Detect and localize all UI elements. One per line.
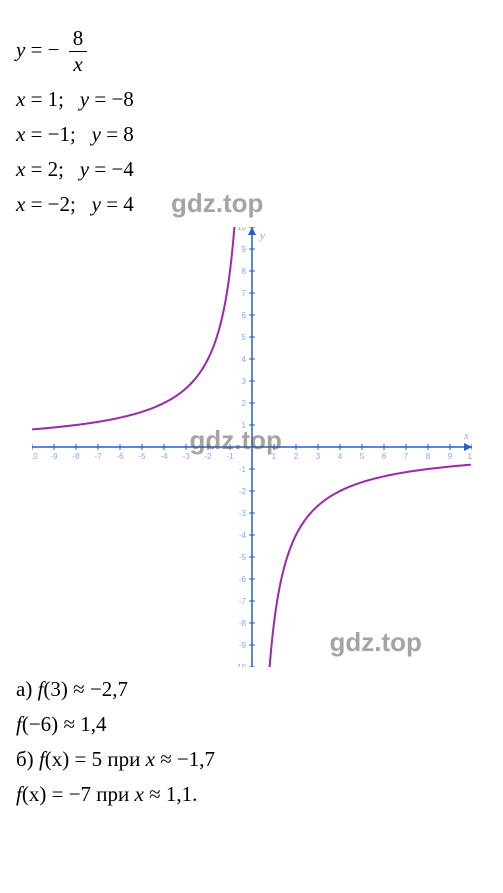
svg-text:-3: -3 bbox=[238, 509, 246, 518]
svg-text:-2: -2 bbox=[238, 487, 246, 496]
svg-text:-1: -1 bbox=[226, 452, 234, 461]
svg-text:3: 3 bbox=[315, 452, 320, 461]
pt1-yval: −8 bbox=[111, 87, 133, 111]
svg-text:-10: -10 bbox=[32, 452, 38, 461]
point-line-2: x = −1; y = 8 bbox=[16, 122, 487, 147]
svg-text:8: 8 bbox=[425, 452, 430, 461]
chart-hyperbola: -10 -9 -8 -7 -6 -5 -4 -3 -2 -1 1 2 3 4 5 6 7 8 9 10 -10 -9 -8 -… bbox=[32, 227, 472, 667]
a1-arg: (3) bbox=[43, 677, 68, 701]
eq-denominator: x bbox=[69, 52, 88, 77]
svg-text:6: 6 bbox=[241, 311, 246, 320]
svg-text:-7: -7 bbox=[94, 452, 102, 461]
pt4-yvar: y bbox=[92, 192, 101, 216]
svg-text:1: 1 bbox=[241, 421, 246, 430]
pt1-yvar: y bbox=[80, 87, 89, 111]
pt2-yval: 8 bbox=[123, 122, 134, 146]
pt2-yvar: y bbox=[92, 122, 101, 146]
a2-approx: ≈ bbox=[63, 712, 75, 736]
b1-fval: 5 bbox=[92, 747, 103, 771]
eq-fraction: 8 x bbox=[69, 26, 88, 77]
svg-text:-2: -2 bbox=[204, 452, 212, 461]
pt2-xval: −1 bbox=[48, 122, 70, 146]
a1-val: −2,7 bbox=[90, 677, 128, 701]
svg-text:-8: -8 bbox=[72, 452, 80, 461]
svg-text:8: 8 bbox=[241, 267, 246, 276]
svg-text:-10: -10 bbox=[234, 663, 246, 667]
svg-text:-4: -4 bbox=[160, 452, 168, 461]
eq-lhs: y bbox=[16, 37, 25, 61]
b2-arg: (x) bbox=[22, 782, 47, 806]
pt1-xval: 1 bbox=[48, 87, 59, 111]
svg-text:-9: -9 bbox=[238, 641, 246, 650]
b1-approx: ≈ bbox=[160, 747, 172, 771]
svg-text:4: 4 bbox=[337, 452, 342, 461]
svg-text:-1: -1 bbox=[238, 465, 246, 474]
svg-text:x: x bbox=[463, 430, 469, 442]
b1-eq: = bbox=[75, 747, 87, 771]
point-line-3: x = 2; y = −4 bbox=[16, 157, 487, 182]
point-line-1: x = 1; y = −8 bbox=[16, 87, 487, 112]
b1-pri: при bbox=[107, 747, 140, 771]
pt3-xvar: x bbox=[16, 157, 25, 181]
point-line-4: x = −2; y = 4 gdz.top bbox=[16, 192, 487, 217]
b2-fval: −7 bbox=[69, 782, 91, 806]
svg-text:10: 10 bbox=[467, 452, 471, 461]
svg-text:-6: -6 bbox=[238, 575, 246, 584]
svg-text:-9: -9 bbox=[50, 452, 58, 461]
svg-text:2: 2 bbox=[241, 399, 246, 408]
pt4-xvar: x bbox=[16, 192, 25, 216]
eq-numerator: 8 bbox=[69, 26, 88, 52]
svg-text:4: 4 bbox=[241, 355, 246, 364]
svg-text:2: 2 bbox=[293, 452, 298, 461]
label-a: а) bbox=[16, 677, 32, 701]
b1-x: x bbox=[146, 747, 155, 771]
svg-text:10: 10 bbox=[237, 227, 246, 232]
a1-approx: ≈ bbox=[73, 677, 85, 701]
b1-val: −1,7 bbox=[177, 747, 215, 771]
pt4-xval: −2 bbox=[48, 192, 70, 216]
svg-text:-5: -5 bbox=[138, 452, 146, 461]
svg-text:-6: -6 bbox=[116, 452, 124, 461]
watermark-top: gdz.top bbox=[171, 188, 263, 219]
b2-val: 1,1. bbox=[166, 782, 198, 806]
svg-text:-8: -8 bbox=[238, 619, 246, 628]
pt3-yvar: y bbox=[80, 157, 89, 181]
svg-text:9: 9 bbox=[241, 245, 246, 254]
answer-a2: f(−6) ≈ 1,4 bbox=[16, 712, 487, 737]
pt3-yval: −4 bbox=[111, 157, 133, 181]
pt4-yval: 4 bbox=[123, 192, 134, 216]
b2-pri: при bbox=[96, 782, 129, 806]
svg-text:5: 5 bbox=[359, 452, 364, 461]
svg-text:-7: -7 bbox=[238, 597, 246, 606]
eq-sign: = bbox=[31, 37, 43, 61]
b1-arg: (x) bbox=[45, 747, 70, 771]
pt2-xvar: x bbox=[16, 122, 25, 146]
equation-line: y = − 8 x bbox=[16, 26, 487, 77]
pt3-xval: 2 bbox=[48, 157, 59, 181]
svg-text:y: y bbox=[259, 230, 265, 242]
answer-b2: f(x) = −7 при x ≈ 1,1. bbox=[16, 782, 487, 807]
eq-neg: − bbox=[48, 37, 60, 61]
b2-x: x bbox=[135, 782, 144, 806]
b2-eq: = bbox=[52, 782, 64, 806]
svg-text:3: 3 bbox=[241, 377, 246, 386]
answer-a1: а) f(3) ≈ −2,7 bbox=[16, 677, 487, 702]
svg-text:7: 7 bbox=[241, 289, 246, 298]
svg-text:6: 6 bbox=[381, 452, 386, 461]
a2-arg: (−6) bbox=[22, 712, 58, 736]
answer-b1: б) f(x) = 5 при x ≈ −1,7 bbox=[16, 747, 487, 772]
b2-approx: ≈ bbox=[149, 782, 161, 806]
svg-text:-3: -3 bbox=[182, 452, 190, 461]
pt1-xvar: x bbox=[16, 87, 25, 111]
svg-text:5: 5 bbox=[241, 333, 246, 342]
svg-text:9: 9 bbox=[447, 452, 452, 461]
svg-text:-4: -4 bbox=[238, 531, 246, 540]
label-b: б) bbox=[16, 747, 34, 771]
svg-text:1: 1 bbox=[271, 452, 276, 461]
svg-text:7: 7 bbox=[403, 452, 408, 461]
a2-val: 1,4 bbox=[80, 712, 106, 736]
svg-text:-5: -5 bbox=[238, 553, 246, 562]
